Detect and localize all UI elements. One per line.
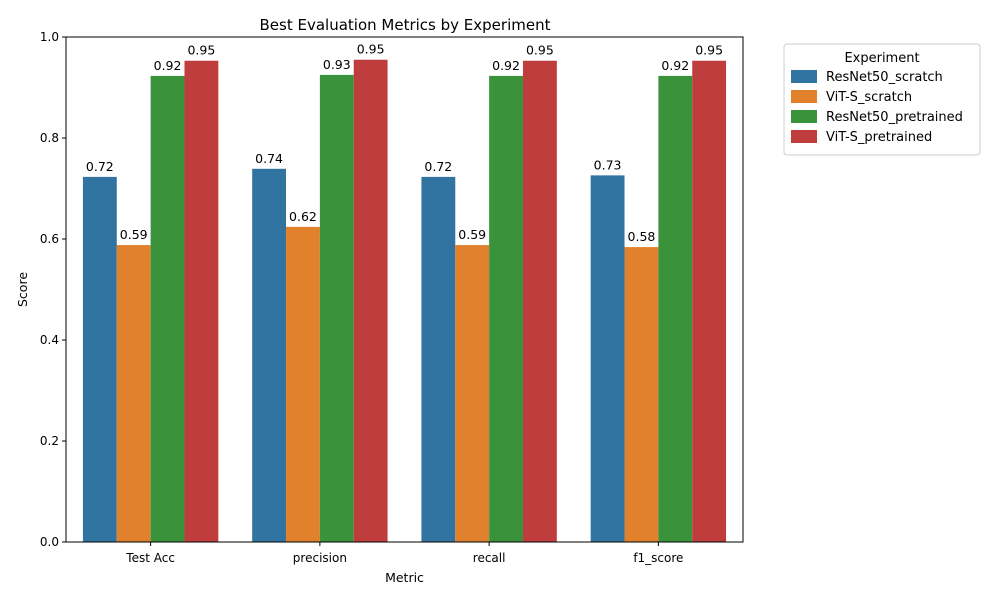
legend-frame <box>783 43 981 156</box>
legend-swatch-ViT-S_scratch <box>791 90 817 103</box>
y-tick-label: 0.0 <box>40 535 59 549</box>
data-label: 0.93 <box>323 57 351 72</box>
bar-ResNet50_scratch-Test Acc <box>82 176 117 542</box>
bar-ViT-S_scratch-Test Acc <box>116 245 151 542</box>
plot-area: 0.0 0.2 0.4 0.6 0.8 1.0 Test Acc precision recal… <box>40 30 727 565</box>
legend-swatch-ResNet50_scratch <box>791 70 817 83</box>
x-tick-label: recall <box>473 551 506 565</box>
legend-label: ResNet50_pretrained <box>826 110 963 125</box>
bar-ViT-S_pretrained-recall <box>522 60 557 543</box>
bar-ResNet50_scratch-f1_score <box>590 175 625 542</box>
legend-label: ViT-S_scratch <box>826 90 912 105</box>
data-label: 0.95 <box>357 42 385 57</box>
y-tick-label: 0.6 <box>40 232 59 246</box>
y-tick-label: 0.2 <box>40 434 59 448</box>
bar-ViT-S_pretrained-Test Acc <box>184 60 219 543</box>
legend-items: ResNet50_scratch ViT-S_scratch ResNet50_pr… <box>791 70 963 145</box>
legend-swatch-ResNet50_pretrained <box>791 110 817 123</box>
legend-label: ResNet50_scratch <box>826 70 943 85</box>
data-label: 0.95 <box>695 43 723 58</box>
bar-ResNet50_scratch-recall <box>421 176 456 542</box>
data-label: 0.59 <box>458 227 486 242</box>
data-label: 0.62 <box>289 209 317 224</box>
legend-swatch-ViT-S_pretrained <box>791 130 817 143</box>
legend: Experiment ResNet50_scratch ViT-S_scratch… <box>783 43 981 156</box>
x-tick-label: Test Acc <box>125 551 175 565</box>
bar-ViT-S_pretrained-f1_score <box>692 60 727 543</box>
legend-label: ViT-S_pretrained <box>826 130 932 145</box>
data-label: 0.95 <box>187 43 215 58</box>
data-label: 0.92 <box>154 58 182 73</box>
x-axis-label: Metric <box>385 570 424 585</box>
bar-ResNet50_pretrained-Test Acc <box>150 75 185 542</box>
x-tick-label: f1_score <box>633 551 683 565</box>
bar-ResNet50_scratch-precision <box>252 168 287 542</box>
data-label: 0.73 <box>594 157 622 172</box>
data-label: 0.59 <box>120 227 148 242</box>
y-axis-label: Score <box>15 272 30 307</box>
data-label: 0.72 <box>424 159 452 174</box>
bar-ViT-S_scratch-recall <box>455 245 490 542</box>
data-label: 0.58 <box>628 229 656 244</box>
plot-frame <box>65 36 744 543</box>
data-label: 0.74 <box>255 151 283 166</box>
data-label: 0.95 <box>526 43 554 58</box>
bar-ViT-S_scratch-precision <box>286 226 320 542</box>
bar-ResNet50_pretrained-recall <box>489 75 523 542</box>
x-tick-label: precision <box>293 551 347 565</box>
data-label: 0.92 <box>661 58 689 73</box>
data-label: 0.72 <box>86 159 114 174</box>
y-tick-label: 0.4 <box>40 333 59 347</box>
bar-ResNet50_pretrained-f1_score <box>658 75 693 542</box>
data-label: 0.92 <box>492 58 520 73</box>
bar-ResNet50_pretrained-precision <box>319 74 354 542</box>
y-tick-label: 1.0 <box>40 30 59 44</box>
bar-ViT-S_pretrained-precision <box>353 59 388 542</box>
bar-ViT-S_scratch-f1_score <box>624 247 659 542</box>
y-tick-label: 0.8 <box>40 131 59 145</box>
legend-title: Experiment <box>844 51 919 66</box>
chart-title: Best Evaluation Metrics by Experiment <box>260 16 551 34</box>
